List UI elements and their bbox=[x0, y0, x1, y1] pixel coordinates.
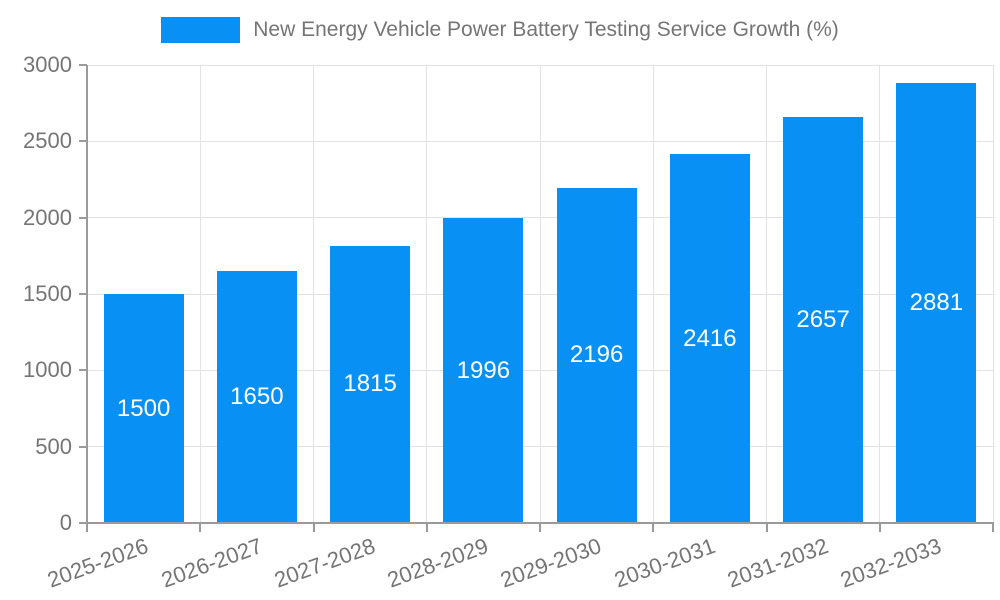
bar-2029-2030[interactable] bbox=[556, 187, 637, 523]
x-tick-mark bbox=[199, 523, 202, 532]
bar-value-label: 2881 bbox=[909, 289, 964, 317]
v-gridline bbox=[539, 65, 541, 523]
y-tick-mark bbox=[79, 293, 87, 295]
v-gridline bbox=[992, 65, 994, 523]
x-tick-label: 2031-2032 bbox=[723, 533, 832, 593]
x-tick-mark bbox=[539, 523, 541, 532]
y-tick-mark bbox=[79, 369, 87, 372]
bar-2030-2031[interactable] bbox=[669, 154, 750, 523]
y-tick-label: 500 bbox=[35, 433, 72, 459]
bar-value-label: 1815 bbox=[343, 370, 397, 398]
v-gridline bbox=[199, 65, 201, 523]
y-tick-mark bbox=[79, 140, 87, 143]
x-tick-mark bbox=[652, 523, 655, 532]
bar-2031-2032[interactable] bbox=[783, 117, 864, 523]
x-tick-mark bbox=[878, 523, 881, 532]
x-tick-label: 2029-2030 bbox=[497, 533, 605, 593]
x-tick-mark bbox=[86, 523, 88, 532]
y-tick-label: 3000 bbox=[23, 52, 72, 77]
bar-2032-2033[interactable] bbox=[896, 83, 977, 523]
x-tick-label: 2032-2033 bbox=[837, 533, 945, 593]
bar-2025-2026[interactable] bbox=[103, 294, 184, 523]
bar-2026-2027[interactable] bbox=[216, 271, 297, 523]
x-tick-label: 2030-2031 bbox=[610, 533, 719, 593]
bar-value-label: 2416 bbox=[683, 324, 737, 352]
x-tick-label: 2028-2029 bbox=[384, 533, 492, 593]
v-gridline bbox=[426, 65, 428, 523]
x-tick-mark bbox=[992, 523, 994, 532]
y-axis-line bbox=[86, 65, 88, 523]
x-tick-mark bbox=[312, 523, 315, 532]
bar-2027-2028[interactable] bbox=[330, 245, 411, 523]
y-tick-mark bbox=[79, 64, 87, 66]
v-gridline bbox=[879, 65, 881, 523]
y-tick-label: 0 bbox=[59, 510, 72, 535]
x-tick-mark bbox=[425, 523, 428, 532]
x-tick-label: 2026-2027 bbox=[157, 533, 266, 593]
legend-swatch bbox=[161, 17, 241, 43]
chart-legend[interactable]: New Energy Vehicle Power Battery Testing… bbox=[0, 17, 1000, 43]
y-tick-mark bbox=[79, 216, 87, 219]
x-tick-mark bbox=[765, 523, 768, 532]
v-gridline bbox=[313, 65, 314, 523]
legend-label: New Energy Vehicle Power Battery Testing… bbox=[253, 18, 839, 41]
y-tick-label: 2000 bbox=[23, 204, 72, 230]
y-tick-label: 1500 bbox=[23, 281, 72, 306]
bar-value-label: 1500 bbox=[116, 394, 171, 422]
x-tick-label: 2025-2026 bbox=[44, 533, 152, 593]
y-tick-mark bbox=[79, 445, 87, 448]
y-tick-label: 2500 bbox=[23, 128, 72, 154]
v-gridline bbox=[652, 65, 654, 523]
v-gridline bbox=[766, 65, 767, 523]
x-tick-label: 2027-2028 bbox=[270, 533, 379, 593]
y-tick-label: 1000 bbox=[23, 357, 72, 383]
y-tick-mark bbox=[79, 522, 87, 524]
bar-value-label: 2196 bbox=[569, 341, 624, 369]
bar-value-label: 1996 bbox=[456, 356, 511, 384]
bar-value-label: 1650 bbox=[230, 383, 284, 411]
bar-2028-2029[interactable] bbox=[443, 218, 524, 523]
bar-value-label: 2657 bbox=[796, 306, 850, 334]
